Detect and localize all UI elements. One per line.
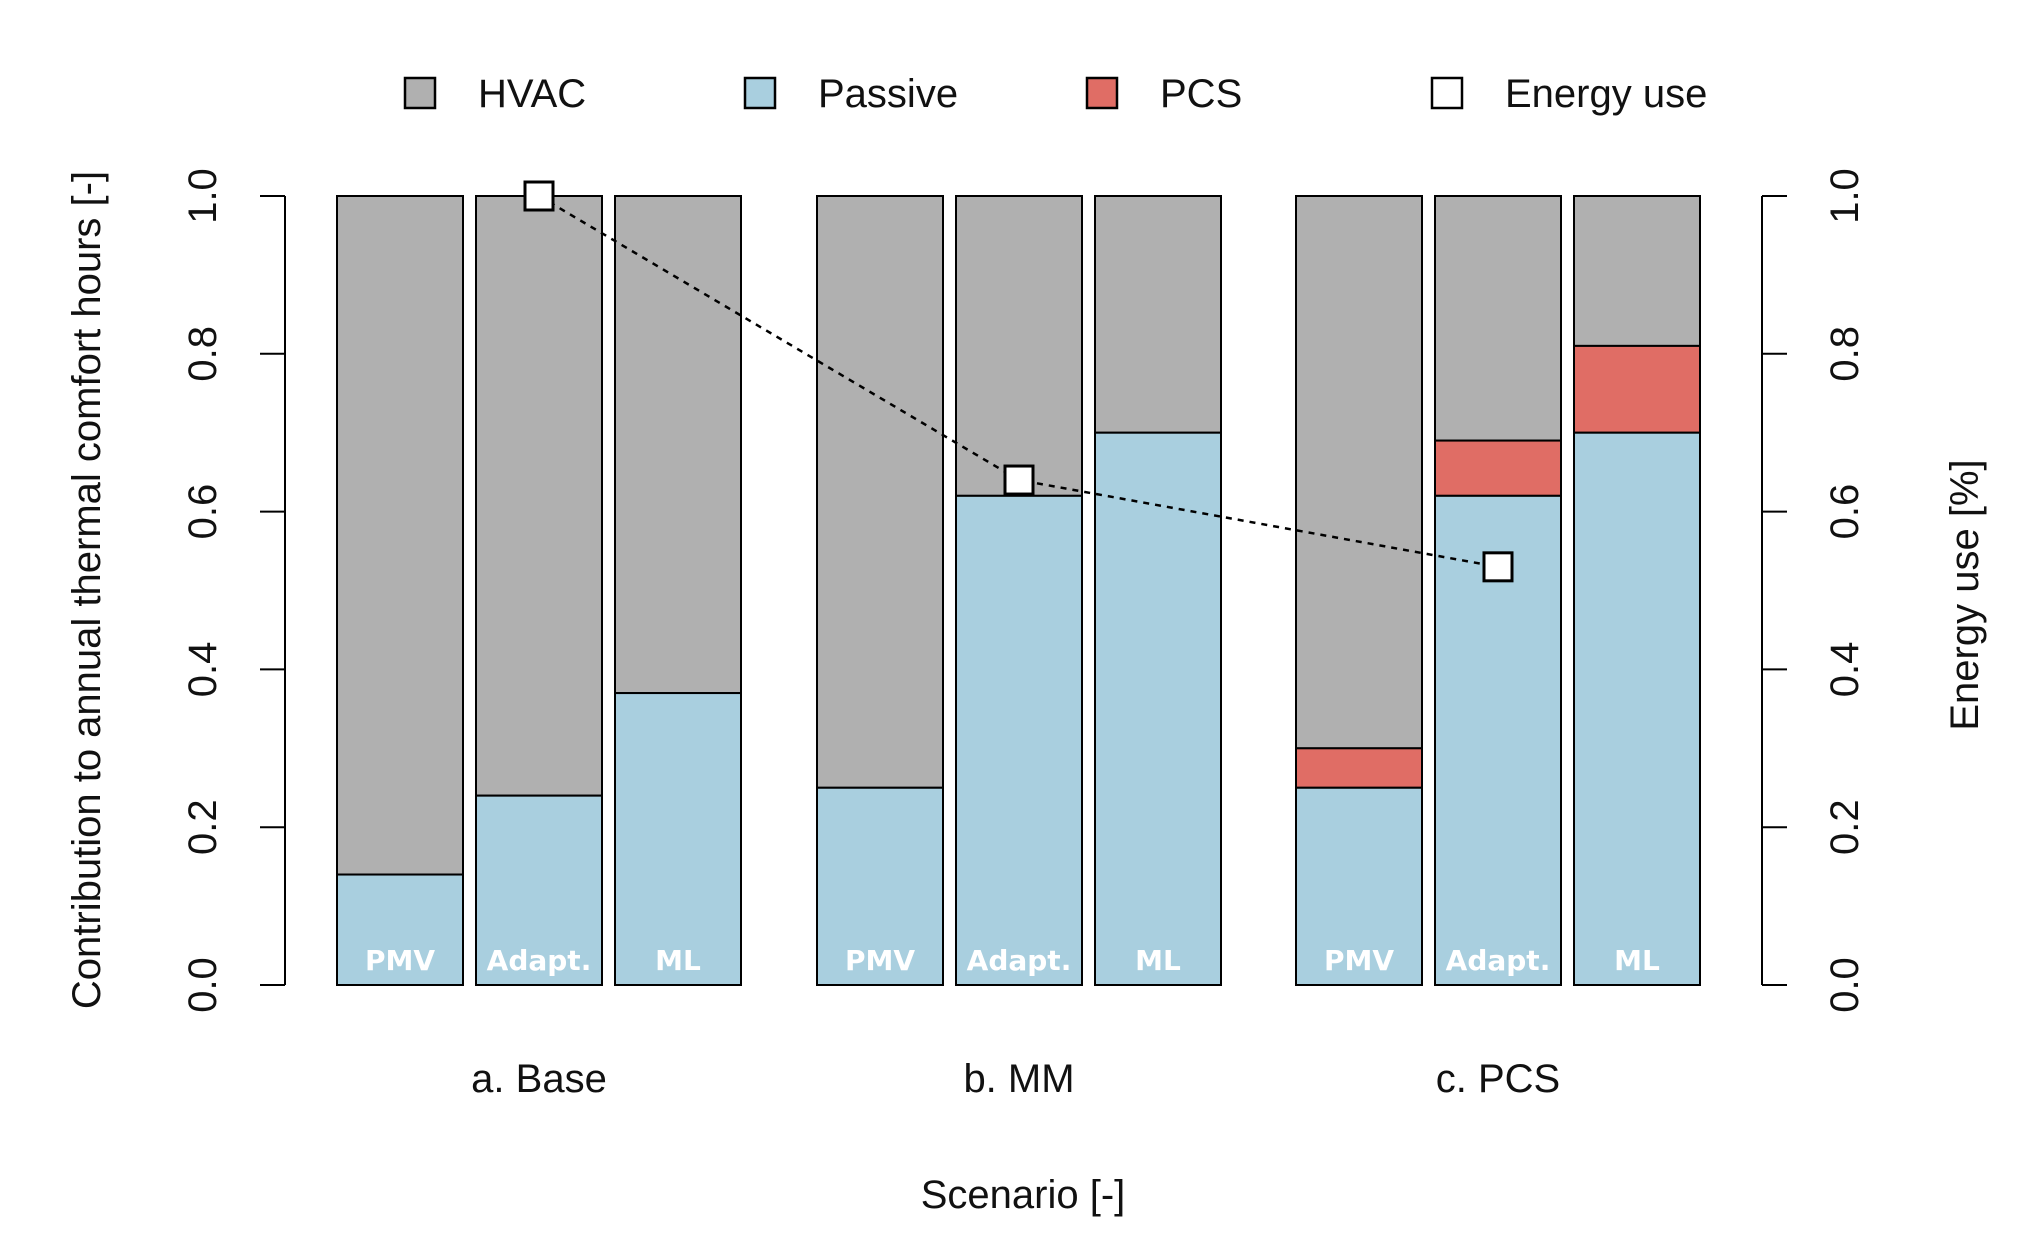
bar-hvac: [336, 195, 464, 876]
bar-hvac: [475, 195, 603, 797]
bar-passive: [1573, 431, 1701, 986]
bars: PMV Adapt. ML a. Base PMV Adapt. ML b. MM PMV Ada…: [336, 195, 1701, 1101]
legend-swatch: [1430, 76, 1464, 110]
y-axis-left: 0.0 0.2 0.4 0.6 0.8 1.0: [181, 168, 286, 1013]
bar-hvac: [1295, 195, 1423, 750]
bar-pcs: [1295, 747, 1423, 789]
energy-use-marker: [1003, 464, 1035, 496]
y-tick-label: 0.0: [181, 957, 225, 1013]
bar-passive: [336, 873, 464, 986]
y-tick-label: 0.4: [181, 642, 225, 698]
legend-label: HVAC: [478, 72, 586, 116]
bar-pcs: [1434, 439, 1562, 497]
legend-label: Energy use: [1505, 72, 1707, 116]
bar-label: PMV: [845, 944, 915, 977]
legend-label: PCS: [1160, 72, 1242, 116]
energy-use-series: [523, 180, 1514, 583]
bar-label: PMV: [365, 944, 435, 977]
legend: HVAC Passive PCS Energy use: [403, 72, 1707, 116]
y-tick-label: 0.2: [181, 799, 225, 855]
legend-label: Passive: [818, 72, 958, 116]
bar-label: Adapt.: [1446, 944, 1551, 977]
bar-pcs: [1573, 344, 1701, 434]
group-label: c. PCS: [1436, 1057, 1560, 1101]
group-label: a. Base: [471, 1057, 607, 1101]
legend-swatch: [743, 76, 777, 110]
bar-hvac: [614, 195, 742, 695]
y-axis-right: 0.0 0.2 0.4 0.6 0.8 1.0: [1761, 168, 1867, 1013]
bar-passive: [1094, 431, 1222, 986]
y-tick-label: 0.8: [181, 326, 225, 382]
y2-tick-label: 0.2: [1823, 799, 1867, 855]
bar-hvac: [1094, 195, 1222, 434]
y-axis-label: Contribution to annual thermal comfort h…: [65, 171, 109, 1009]
bar-hvac: [955, 195, 1083, 497]
bar-hvac: [1434, 195, 1562, 442]
energy-use-marker: [1482, 551, 1514, 583]
axis-labels: Scenario [-] Contribution to annual therm…: [65, 171, 1987, 1217]
bar-hvac: [1573, 195, 1701, 347]
bar-label: ML: [655, 944, 701, 977]
bar-passive: [614, 692, 742, 986]
bar-label: ML: [1135, 944, 1181, 977]
bar-label: Adapt.: [487, 944, 592, 977]
x-axis-label: Scenario [-]: [921, 1173, 1126, 1217]
y-tick-label: 1.0: [181, 168, 225, 224]
y-tick-label: 0.6: [181, 484, 225, 540]
y2-tick-label: 0.4: [1823, 642, 1867, 698]
legend-swatch: [403, 76, 437, 110]
y2-tick-label: 1.0: [1823, 168, 1867, 224]
bar-label: PMV: [1324, 944, 1394, 977]
bar-hvac: [816, 195, 944, 789]
energy-use-marker: [523, 180, 555, 212]
y2-tick-label: 0.0: [1823, 957, 1867, 1013]
bar-passive: [816, 786, 944, 986]
group-label: b. MM: [963, 1057, 1074, 1101]
bar-label: ML: [1614, 944, 1660, 977]
bar-passive: [1295, 786, 1423, 986]
bar-label: Adapt.: [967, 944, 1072, 977]
y2-axis-label: Energy use [%]: [1943, 459, 1987, 730]
legend-swatch: [1085, 76, 1119, 110]
bar-passive: [955, 494, 1083, 986]
y2-tick-label: 0.8: [1823, 326, 1867, 382]
bar-passive: [475, 794, 603, 987]
y2-tick-label: 0.6: [1823, 484, 1867, 540]
